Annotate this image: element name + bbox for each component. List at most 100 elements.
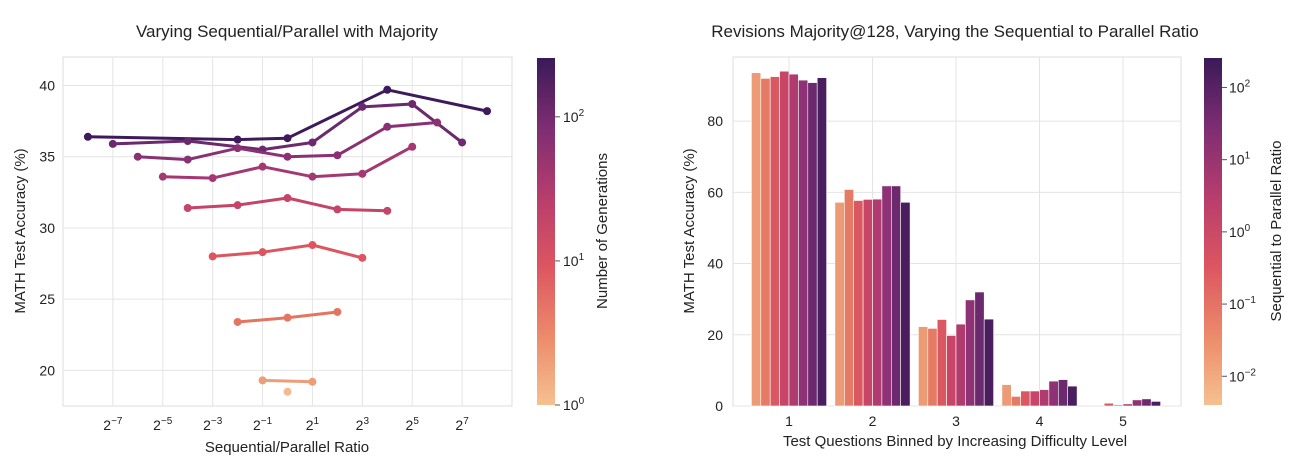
bar bbox=[779, 70, 790, 407]
left-y-tick-labels: 20 25 30 35 40 bbox=[39, 77, 55, 378]
bar bbox=[798, 79, 809, 407]
left-series-4-generations bbox=[233, 307, 342, 326]
data-point bbox=[483, 107, 492, 116]
right-colorbar-ticks: 10−2 10−1 100 101 102 bbox=[1222, 78, 1256, 384]
right-y-tick-label: 20 bbox=[707, 327, 723, 343]
left-colorbar: 100 101 102 Number of Generations bbox=[537, 58, 611, 413]
bar bbox=[936, 319, 947, 407]
left-chart-title: Varying Sequential/Parallel with Majorit… bbox=[136, 22, 439, 41]
left-y-tick-label: 30 bbox=[39, 220, 55, 236]
data-point bbox=[408, 100, 417, 109]
right-bars-group bbox=[751, 70, 1161, 407]
right-chart-title: Revisions Majority@128, Varying the Sequ… bbox=[711, 22, 1199, 41]
data-point bbox=[308, 377, 317, 386]
left-x-tick-label: 2−5 bbox=[153, 416, 173, 433]
right-x-axis-label: Test Questions Binned by Increasing Diff… bbox=[783, 433, 1127, 450]
bar-group-level-3 bbox=[918, 291, 994, 407]
right-y-tick-label: 80 bbox=[707, 113, 723, 129]
left-series-32-generations bbox=[158, 142, 417, 183]
left-plot-area bbox=[62, 56, 513, 407]
data-point bbox=[158, 172, 167, 181]
right-x-tick-label: 3 bbox=[952, 413, 960, 429]
right-x-tick-label: 1 bbox=[785, 413, 793, 429]
bar bbox=[1029, 390, 1040, 407]
bar bbox=[946, 335, 957, 407]
bar bbox=[927, 328, 938, 407]
right-y-tick-labels: 0 20 40 60 80 bbox=[707, 113, 723, 414]
data-point bbox=[458, 138, 467, 147]
data-point bbox=[308, 172, 317, 181]
data-point bbox=[258, 248, 267, 257]
bar bbox=[769, 76, 780, 407]
bar bbox=[1058, 379, 1069, 407]
right-x-tick-label: 2 bbox=[869, 413, 877, 429]
left-colorbar-tick-label: 100 bbox=[563, 396, 585, 413]
bar bbox=[1132, 399, 1143, 407]
bar-group-level-5 bbox=[1103, 398, 1161, 407]
bar bbox=[1048, 380, 1059, 407]
left-x-tick-label: 25 bbox=[406, 416, 420, 433]
bar bbox=[843, 189, 854, 407]
bar bbox=[760, 78, 771, 407]
data-point bbox=[233, 135, 242, 144]
bar bbox=[788, 73, 799, 407]
bar bbox=[1122, 403, 1133, 407]
right-colorbar-tick-label: 101 bbox=[1229, 151, 1251, 168]
data-point bbox=[208, 252, 217, 261]
bar bbox=[1001, 384, 1012, 407]
right-y-tick-label: 60 bbox=[707, 184, 723, 200]
data-point bbox=[433, 118, 442, 127]
data-point bbox=[108, 139, 117, 148]
data-point bbox=[233, 317, 242, 326]
bar-group-level-2 bbox=[834, 185, 911, 407]
left-series-group bbox=[83, 85, 492, 396]
bar bbox=[1039, 389, 1050, 407]
data-point bbox=[358, 169, 367, 178]
data-point bbox=[308, 241, 317, 250]
bar bbox=[751, 72, 762, 407]
bar bbox=[955, 323, 966, 407]
left-y-tick-label: 25 bbox=[39, 291, 55, 307]
bar bbox=[965, 299, 976, 407]
bar bbox=[1150, 401, 1161, 407]
left-colorbar-gradient bbox=[537, 58, 555, 405]
bar bbox=[872, 198, 883, 407]
data-point bbox=[383, 206, 392, 215]
right-chart: Revisions Majority@128, Varying the Sequ… bbox=[681, 22, 1199, 450]
data-point bbox=[183, 155, 192, 164]
left-x-tick-label: 27 bbox=[455, 416, 469, 433]
data-point bbox=[358, 102, 367, 111]
bar bbox=[974, 291, 985, 407]
right-y-axis-label: MATH Test Accuracy (%) bbox=[681, 148, 698, 313]
left-series-64-generations bbox=[133, 118, 442, 164]
right-colorbar-tick-label: 10−2 bbox=[1229, 367, 1256, 384]
left-colorbar-tick-label: 102 bbox=[563, 108, 585, 125]
left-y-tick-label: 20 bbox=[39, 362, 55, 378]
data-point bbox=[383, 122, 392, 131]
series-line bbox=[262, 378, 313, 384]
left-x-tick-label: 23 bbox=[356, 416, 370, 433]
bar-group-level-4 bbox=[1001, 379, 1078, 407]
right-y-tick-label: 40 bbox=[707, 256, 723, 272]
data-point bbox=[333, 205, 342, 214]
left-colorbar-label: Number of Generations bbox=[594, 153, 611, 309]
data-point bbox=[283, 134, 292, 143]
data-point bbox=[233, 201, 242, 210]
left-y-axis-label: MATH Test Accuracy (%) bbox=[12, 148, 29, 313]
data-point bbox=[133, 152, 142, 161]
data-point bbox=[283, 152, 292, 161]
data-point bbox=[358, 253, 367, 262]
right-colorbar-tick-label: 102 bbox=[1229, 78, 1251, 95]
bar bbox=[918, 326, 929, 407]
bar bbox=[881, 185, 892, 407]
data-point bbox=[258, 162, 267, 171]
data-point bbox=[383, 85, 392, 94]
left-x-tick-label: 2−7 bbox=[103, 416, 123, 433]
right-y-tick-label: 0 bbox=[715, 398, 723, 414]
bar bbox=[890, 185, 901, 407]
data-point bbox=[283, 387, 292, 396]
left-x-tick-label: 2−3 bbox=[203, 416, 223, 433]
left-y-tick-label: 35 bbox=[39, 149, 55, 165]
bar bbox=[983, 318, 994, 407]
